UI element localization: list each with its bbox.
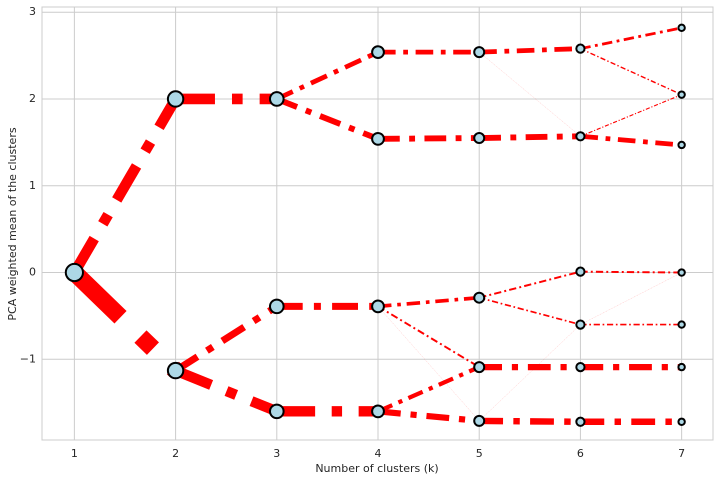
cluster-node xyxy=(64,262,84,283)
cluster-node xyxy=(575,266,586,277)
cluster-node xyxy=(473,414,486,427)
cluster-edge xyxy=(478,270,581,299)
x-tick-label: 2 xyxy=(172,447,179,460)
cluster-node xyxy=(371,404,385,419)
cluster-edge xyxy=(580,270,682,274)
y-tick-label: 1 xyxy=(29,179,36,192)
cluster-edge xyxy=(69,96,181,276)
cluster-edge xyxy=(478,296,581,326)
cluster-edge xyxy=(479,46,581,55)
cluster-edge xyxy=(173,365,279,417)
cluster-node xyxy=(677,417,686,426)
cluster-edge xyxy=(377,305,480,368)
cluster-edge xyxy=(377,365,481,414)
cluster-node xyxy=(473,46,486,59)
cluster-node xyxy=(166,90,185,108)
cluster-edge xyxy=(68,266,182,377)
cluster-edge xyxy=(275,49,380,102)
y-tick-label: 0 xyxy=(29,266,36,279)
cluster-edge xyxy=(377,408,480,424)
x-tick-label: 6 xyxy=(577,447,584,460)
y-tick-label: 2 xyxy=(29,92,36,105)
cluster-node xyxy=(268,403,285,420)
cluster-edge xyxy=(479,324,581,422)
cluster-node xyxy=(575,416,586,427)
cluster-node xyxy=(371,131,385,146)
cluster-node xyxy=(677,23,686,33)
cluster-node xyxy=(677,362,686,372)
x-tick-label: 1 xyxy=(71,447,78,460)
cluster-node xyxy=(371,45,385,60)
cluster-edge xyxy=(479,417,581,425)
x-tick-label: 3 xyxy=(273,447,280,460)
cluster-node xyxy=(677,140,686,150)
y-tick-label: 3 xyxy=(29,5,36,18)
cluster-edge xyxy=(580,48,682,96)
cluster-node xyxy=(473,132,486,145)
plot-frame xyxy=(41,6,714,441)
cluster-edge xyxy=(377,306,480,422)
cluster-node xyxy=(575,43,586,54)
cluster-node xyxy=(166,361,185,380)
cluster-node xyxy=(473,361,486,374)
cluster-edge xyxy=(580,26,682,51)
cluster-edge xyxy=(580,133,682,148)
cluster-edge xyxy=(580,272,682,325)
cluster-node xyxy=(371,299,385,314)
cluster-node xyxy=(268,91,285,107)
cluster-edge xyxy=(377,295,480,309)
cluster-node xyxy=(575,319,586,330)
x-tick-label: 7 xyxy=(678,447,685,460)
y-tick-label: −1 xyxy=(20,352,36,365)
cluster-edge xyxy=(275,96,380,142)
cluster-node xyxy=(677,90,686,99)
x-tick-label: 5 xyxy=(476,447,483,460)
cluster-node xyxy=(473,291,486,304)
x-tick-label: 4 xyxy=(375,447,382,460)
cluster-node xyxy=(575,362,586,373)
y-axis-label: PCA weighted mean of the clusters xyxy=(6,127,19,320)
cluster-node xyxy=(677,320,686,329)
cluster-edge xyxy=(377,135,480,142)
cluster-edge xyxy=(479,133,581,141)
cluster-node xyxy=(268,298,285,315)
cluster-node xyxy=(575,131,586,142)
x-axis-label: Number of clusters (k) xyxy=(315,462,438,475)
cluster-node xyxy=(677,268,686,277)
cluster-edge xyxy=(580,94,682,137)
cluster-edge xyxy=(479,51,581,137)
cluster-edge xyxy=(173,303,279,374)
